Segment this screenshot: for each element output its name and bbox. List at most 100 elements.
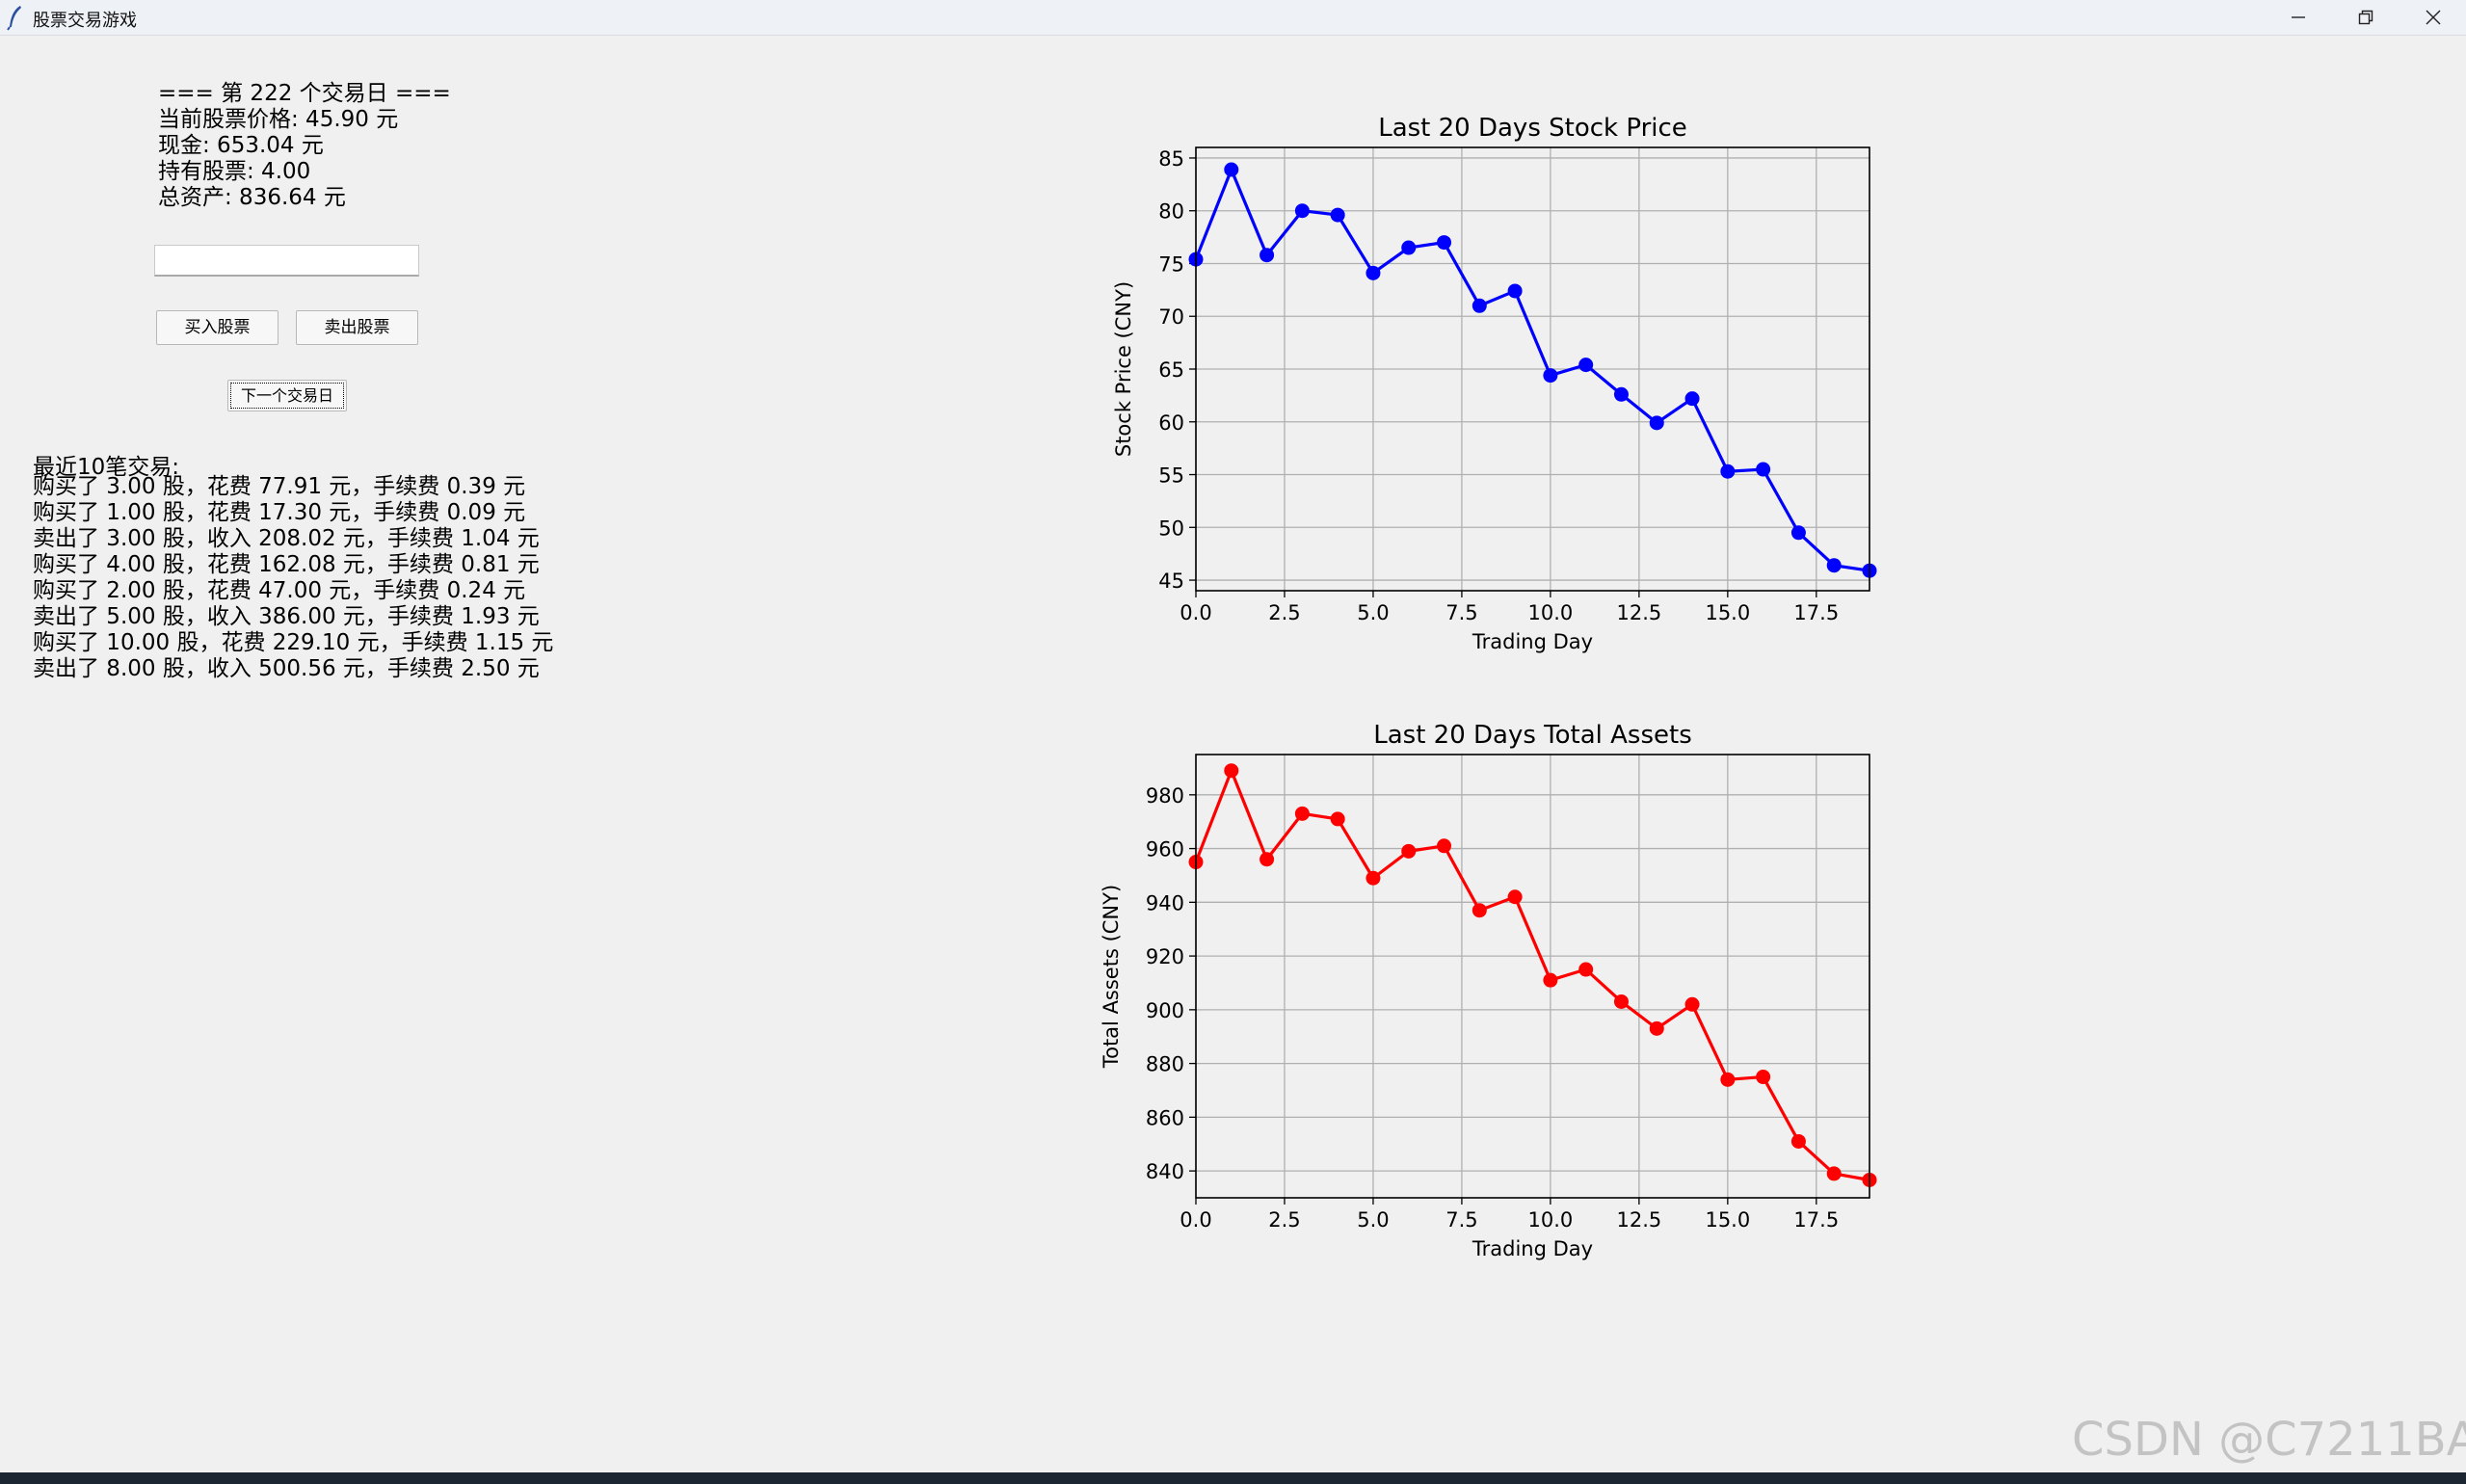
total-assets-chart: 0.0 2.5 5.0 7.5 10.0 12.5 15.0 17.5 840 860 880 900…	[1100, 721, 1877, 1260]
data-point	[1756, 1070, 1771, 1085]
day-header: === 第 222 个交易日 ===	[158, 81, 451, 106]
buy-button[interactable]: 买入股票	[156, 310, 278, 345]
restore-button[interactable]	[2332, 0, 2400, 35]
data-point	[1543, 368, 1558, 384]
plot-frame	[1195, 146, 1870, 592]
data-point	[1578, 962, 1594, 977]
x-tick-label: 12.5	[1616, 601, 1661, 624]
data-point	[1294, 203, 1310, 219]
data-point	[1437, 838, 1452, 854]
x-tick-label: 10.0	[1528, 1208, 1574, 1232]
y-tick-label: 840	[1146, 1160, 1184, 1183]
data-point	[1543, 972, 1558, 988]
data-point	[1366, 265, 1381, 280]
next-day-label: 下一个交易日	[230, 383, 344, 409]
next-day-button[interactable]: 下一个交易日	[227, 380, 347, 411]
x-tick-label: 7.5	[1445, 1208, 1477, 1232]
shares-held: 持有股票: 4.00	[158, 159, 311, 184]
trade-item: 卖出了 5.00 股，收入 386.00 元，手续费 1.93 元	[33, 604, 540, 629]
data-point	[1330, 811, 1345, 827]
data-point	[1260, 248, 1275, 263]
x-axis-label: Trading Day	[1472, 1237, 1593, 1260]
feather-icon	[6, 4, 25, 31]
trade-item: 购买了 1.00 股，花费 17.30 元，手续费 0.09 元	[33, 500, 526, 525]
y-tick-label: 70	[1158, 305, 1184, 329]
taskbar	[0, 1472, 2466, 1484]
y-tick-label: 65	[1158, 358, 1184, 382]
data-point	[1649, 415, 1664, 431]
x-tick-label: 15.0	[1705, 601, 1750, 624]
data-point	[1790, 525, 1806, 541]
data-point	[1826, 1166, 1842, 1181]
y-tick-label: 60	[1158, 411, 1184, 435]
data-point	[1613, 994, 1629, 1009]
data-point	[1330, 207, 1345, 223]
x-tick-label: 10.0	[1528, 601, 1574, 624]
data-point	[1684, 996, 1700, 1012]
y-tick-label: 860	[1146, 1106, 1184, 1129]
minimize-button[interactable]	[2265, 0, 2332, 35]
data-point	[1720, 464, 1736, 479]
total-assets: 总资产: 836.64 元	[158, 185, 346, 210]
data-point	[1756, 462, 1771, 477]
data-point	[1224, 763, 1239, 779]
y-tick-label: 80	[1158, 200, 1184, 224]
data-point	[1366, 870, 1381, 886]
data-point	[1790, 1133, 1806, 1149]
close-button[interactable]	[2400, 0, 2466, 35]
trade-item: 卖出了 8.00 股，收入 500.56 元，手续费 2.50 元	[33, 656, 540, 681]
current-price: 当前股票价格: 45.90 元	[158, 107, 399, 132]
trade-item: 购买了 3.00 股，花费 77.91 元，手续费 0.39 元	[33, 474, 526, 499]
y-tick-label: 980	[1146, 784, 1184, 808]
data-point	[1720, 1072, 1736, 1087]
data-point	[1437, 235, 1452, 251]
trade-item: 购买了 2.00 股，花费 47.00 元，手续费 0.24 元	[33, 578, 526, 603]
data-point	[1294, 806, 1310, 821]
x-tick-label: 7.5	[1445, 601, 1477, 624]
trade-item: 卖出了 3.00 股，收入 208.02 元，手续费 1.04 元	[33, 526, 540, 551]
x-tick-label: 0.0	[1180, 601, 1211, 624]
x-axis-label: Trading Day	[1472, 630, 1593, 653]
x-tick-label: 17.5	[1793, 601, 1839, 624]
y-tick-label: 920	[1146, 945, 1184, 968]
y-tick-label: 900	[1146, 999, 1184, 1022]
data-point	[1401, 843, 1417, 859]
y-tick-label: 960	[1146, 838, 1184, 861]
stock-price-chart: 0.0 2.5 5.0 7.5 10.0 12.5 15.0 17.5 45 50 55 60 65 70…	[1112, 114, 1877, 653]
title-bar: 股票交易游戏	[0, 0, 2466, 36]
y-tick-label: 880	[1146, 1053, 1184, 1076]
quantity-input[interactable]	[154, 245, 419, 277]
data-point	[1684, 391, 1700, 407]
series-line	[1194, 168, 1870, 572]
trade-item: 购买了 10.00 股，花费 229.10 元，手续费 1.15 元	[33, 630, 554, 655]
y-axis-label: Stock Price (CNY)	[1112, 281, 1135, 457]
x-tick-label: 17.5	[1793, 1208, 1839, 1232]
x-tick-label: 0.0	[1180, 1208, 1211, 1232]
data-point	[1578, 358, 1594, 373]
series-line	[1194, 769, 1870, 1182]
x-tick-label: 5.0	[1357, 601, 1389, 624]
recent-trades-title: 最近10笔交易:	[33, 455, 180, 480]
data-point	[1224, 162, 1239, 177]
y-tick-label: 85	[1158, 147, 1184, 171]
sell-button[interactable]: 卖出股票	[296, 310, 418, 345]
y-tick-label: 50	[1158, 517, 1184, 540]
window-title: 股票交易游戏	[33, 11, 137, 31]
y-tick-label: 55	[1158, 464, 1184, 488]
data-point	[1472, 298, 1487, 313]
data-point	[1507, 283, 1523, 299]
y-tick-label: 940	[1146, 891, 1184, 914]
y-tick-label: 75	[1158, 252, 1184, 276]
cash-balance: 现金: 653.04 元	[158, 133, 324, 158]
trade-item: 购买了 4.00 股，花费 162.08 元，手续费 0.81 元	[33, 552, 540, 577]
chart-title: Last 20 Days Total Assets	[1373, 721, 1692, 750]
data-point	[1401, 240, 1417, 255]
y-axis-label: Total Assets (CNY)	[1100, 885, 1123, 1069]
data-point	[1613, 386, 1629, 402]
x-tick-label: 15.0	[1705, 1208, 1750, 1232]
data-point	[1260, 852, 1275, 867]
data-point	[1507, 889, 1523, 905]
x-tick-label: 12.5	[1616, 1208, 1661, 1232]
x-tick-label: 2.5	[1268, 1208, 1300, 1232]
x-tick-label: 5.0	[1357, 1208, 1389, 1232]
